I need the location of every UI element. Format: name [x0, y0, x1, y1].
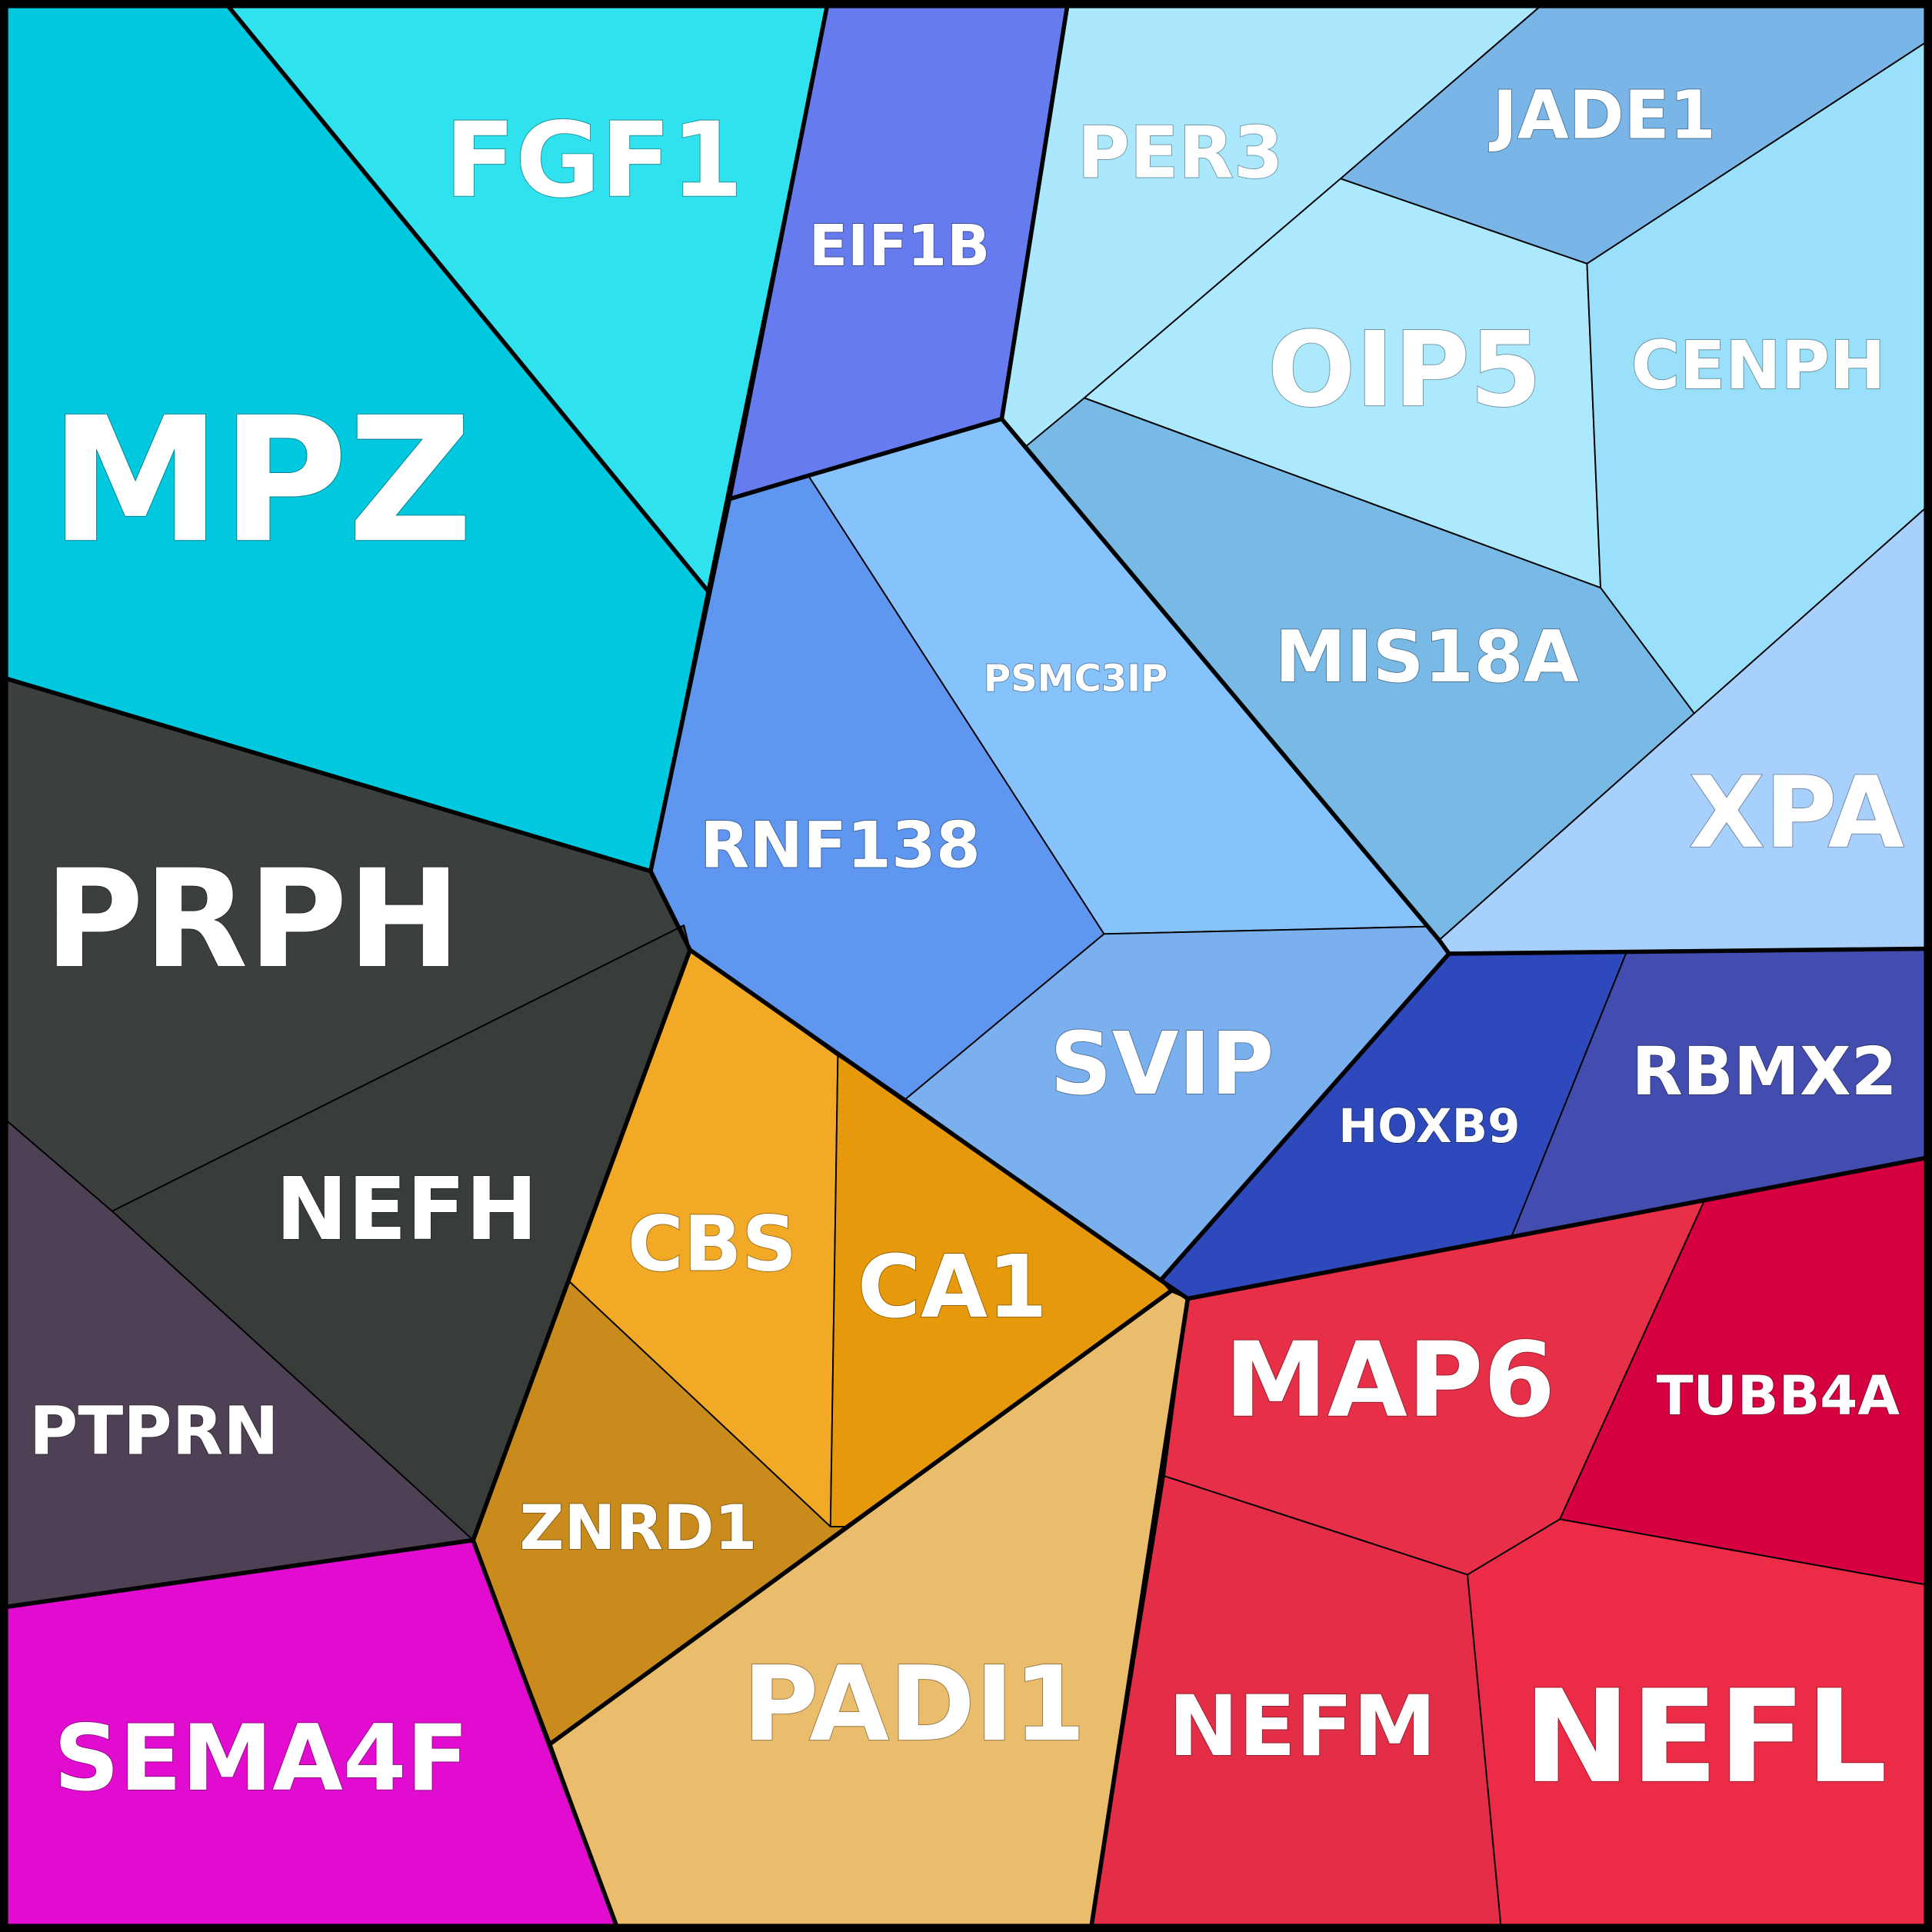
cell-label-cbs: CBS — [628, 1201, 797, 1289]
cell-label-map6: MAP6 — [1224, 1320, 1555, 1441]
group-borders — [5, 5, 1927, 1927]
cell-label-rnf138: RNF138 — [700, 808, 981, 883]
cell-label-prph: PRPH — [45, 840, 461, 998]
cell-label-hoxb9: HOXB9 — [1338, 1099, 1520, 1154]
cell-label-tubb4a: TUBB4A — [1657, 1364, 1900, 1427]
cell-label-oip5: OIP5 — [1267, 309, 1542, 430]
cell-label-nefh: NEFH — [275, 1160, 538, 1260]
group-border — [1089, 1296, 1191, 1927]
cell-label-eif1b: EIF1B — [809, 214, 991, 279]
cell-label-nefl: NEFL — [1524, 1663, 1887, 1812]
group-border — [548, 1289, 1173, 1746]
cell-label-svip: SVIP — [1050, 1014, 1274, 1114]
cell-label-znrd1: ZNRD1 — [519, 1492, 757, 1564]
cell-label-cenph: CENPH — [1631, 328, 1886, 405]
labels-layer: MPZ FGF1 EIF1B PER3 JADE1 OIP5 CENPH MIS18A XPA P… — [28, 77, 1905, 1813]
cells-layer — [6, 6, 1926, 1926]
cell-label-nefm: NEFM — [1168, 1677, 1436, 1775]
group-border — [5, 676, 1927, 1301]
cell-label-per3: PER3 — [1078, 112, 1284, 195]
group-border — [999, 416, 1441, 943]
cell-label-sema4f: SEMA4F — [54, 1705, 469, 1811]
cell-label-ca1: CA1 — [858, 1237, 1048, 1337]
cell-label-padi1: PADI1 — [743, 1644, 1086, 1764]
cell-label-ptprn: PTPRN — [29, 1394, 279, 1471]
cell-label-rbmx2: RBMX2 — [1631, 1034, 1897, 1111]
group-border — [727, 5, 1070, 501]
cell-label-xpa: XPA — [1689, 756, 1904, 871]
cell-label-psmc3ip: PSMC3IP — [984, 658, 1168, 701]
group-border — [1447, 946, 1927, 956]
group-border — [227, 5, 710, 593]
group-border — [471, 1537, 618, 1927]
cell-label-jade1: JADE1 — [1489, 78, 1716, 155]
cell-label-mpz: MPZ — [50, 380, 473, 581]
cell-label-mis18a: MIS18A — [1275, 615, 1579, 698]
cell-label-fgf1: FGF1 — [445, 100, 743, 221]
